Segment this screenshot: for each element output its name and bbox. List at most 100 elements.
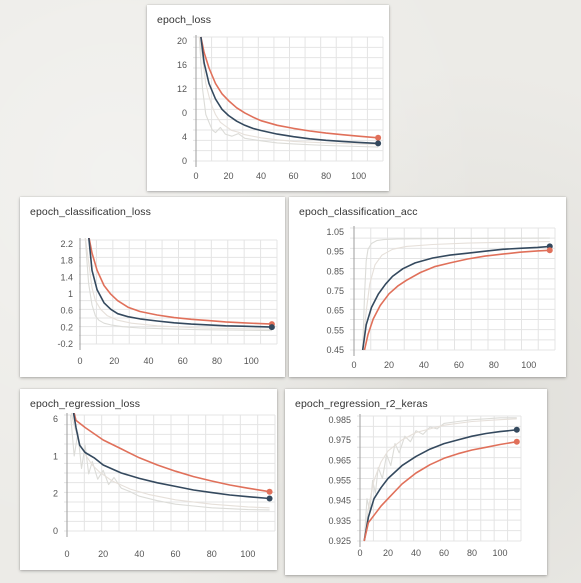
series-line-raw <box>198 36 379 148</box>
y-tick-label: 1.8 <box>60 256 73 266</box>
series-endpoint-dot <box>546 247 553 254</box>
series-line-smoothed <box>88 238 272 328</box>
y-tick-label: 1.4 <box>60 272 73 282</box>
y-tick-label: 0.2 <box>60 322 73 332</box>
series-endpoint-dot <box>513 438 520 445</box>
x-tick-label: 40 <box>256 171 266 181</box>
x-tick-label: 40 <box>411 548 421 558</box>
x-tick-label: 60 <box>454 360 464 370</box>
x-tick-label: 20 <box>98 549 108 559</box>
x-tick-label: 0 <box>193 171 198 181</box>
y-tick-label: 2.2 <box>60 239 73 249</box>
x-tick-label: 80 <box>489 360 499 370</box>
y-tick-label: 2 <box>53 489 58 499</box>
series-endpoint-dot <box>268 324 275 331</box>
chart-title: epoch_regression_r2_keras <box>295 398 428 410</box>
y-tick-label: 0.945 <box>328 496 351 506</box>
x-tick-label: 0 <box>357 548 362 558</box>
chart-card-epoch-loss: epoch_loss 20 16 12 0 4 0 0 20 40 60 80 100 <box>147 5 389 191</box>
series-line-raw <box>70 414 270 511</box>
chart-epoch-regression-r2-keras: 0.985 0.975 0.965 0.955 0.945 0.935 0.925 0 20 40… <box>328 414 522 558</box>
series-line-smoothed <box>363 429 517 542</box>
y-tick-label: 0.45 <box>326 345 344 355</box>
y-tick-label: 12 <box>177 84 187 94</box>
x-tick-label: 20 <box>109 356 119 366</box>
y-tick-label: 6 <box>53 414 58 424</box>
y-tick-label: 0.975 <box>328 435 351 445</box>
y-tick-label: 0.965 <box>328 455 351 465</box>
y-tick-label: 0.55 <box>326 325 344 335</box>
chart-card-epoch-regression-r2-keras: epoch_regression_r2_keras 0.985 0.975 0.96… <box>285 389 547 575</box>
x-tick-label: 60 <box>178 356 188 366</box>
y-tick-label: 0 <box>53 526 58 536</box>
x-tick-label: 100 <box>492 548 507 558</box>
series-line-raw <box>84 238 272 332</box>
chart-epoch-classification-loss: 2.2 1.8 1.4 1 0.6 0.2 -0.2 0 20 40 60 80 100 <box>57 238 278 366</box>
series-endpoint-dot <box>266 488 273 495</box>
x-tick-label: 100 <box>244 356 259 366</box>
series-line-raw <box>362 241 550 351</box>
y-tick-label: 0.925 <box>328 536 351 546</box>
y-tick-label: 20 <box>177 36 187 46</box>
gridlines <box>193 36 384 162</box>
y-tick-label: 1.05 <box>326 227 344 237</box>
series-line-smoothed <box>88 238 272 325</box>
chart-title: epoch_classification_acc <box>299 206 418 218</box>
series-line-smoothed <box>200 36 379 139</box>
y-tick-label: 0.985 <box>328 415 351 425</box>
chart-title: epoch_loss <box>157 14 212 26</box>
y-tick-label: 1 <box>53 451 58 461</box>
y-tick-label: 16 <box>177 60 187 70</box>
series-line-raw <box>198 36 379 146</box>
x-tick-label: 80 <box>321 171 331 181</box>
series-line-raw <box>363 418 517 542</box>
chart-card-epoch-classification-acc: epoch_classification_acc 1.05 0.95 0.85 0.7… <box>289 197 566 377</box>
y-tick-label: 0.65 <box>326 306 344 316</box>
y-tick-label: 0.85 <box>326 266 344 276</box>
chart-card-epoch-classification-loss: epoch_classification_loss 2.2 1.8 1.4 1 0.6 0… <box>20 197 285 377</box>
series-line-raw <box>362 237 550 351</box>
y-tick-label: 0.95 <box>326 247 344 257</box>
gridlines <box>64 414 276 532</box>
series-line-smoothed <box>363 249 550 351</box>
gridlines <box>350 227 556 351</box>
x-tick-label: 60 <box>171 549 181 559</box>
x-tick-label: 60 <box>289 171 299 181</box>
y-tick-label: 0 <box>182 108 187 118</box>
y-tick-label: 0.935 <box>328 516 351 526</box>
x-tick-label: 80 <box>207 549 217 559</box>
series-line-raw <box>84 238 272 330</box>
series-line-smoothed <box>363 440 517 542</box>
y-tick-label: 0.6 <box>60 306 73 316</box>
series-line-smoothed <box>361 245 550 351</box>
x-tick-label: 80 <box>467 548 477 558</box>
x-tick-label: 80 <box>212 356 222 366</box>
series-endpoint-dot <box>375 134 382 141</box>
y-tick-label: 0 <box>182 156 187 166</box>
x-tick-label: 40 <box>419 360 429 370</box>
x-tick-label: 60 <box>439 548 449 558</box>
x-tick-label: 40 <box>144 356 154 366</box>
series-line-smoothed <box>72 413 270 500</box>
series-endpoint-dot <box>513 426 520 433</box>
chart-title: epoch_regression_loss <box>30 398 141 410</box>
series-endpoint-dot <box>375 140 382 147</box>
chart-epoch-classification-acc: 1.05 0.95 0.85 0.75 0.65 0.55 0.45 0 20 40 60 80 100 <box>326 226 556 370</box>
x-tick-label: 0 <box>77 356 82 366</box>
y-tick-label: 0.955 <box>328 476 351 486</box>
series-line-smoothed <box>73 413 270 493</box>
x-tick-label: 0 <box>64 549 69 559</box>
series-endpoint-dot <box>266 495 273 502</box>
x-tick-label: 20 <box>384 360 394 370</box>
x-tick-label: 40 <box>134 549 144 559</box>
gridlines <box>357 415 522 542</box>
x-tick-label: 100 <box>240 549 255 559</box>
y-tick-label: 0.75 <box>326 286 344 296</box>
y-tick-label: 4 <box>182 132 187 142</box>
x-tick-label: 20 <box>383 548 393 558</box>
series-line-smoothed <box>200 36 379 145</box>
y-tick-label: -0.2 <box>57 339 73 349</box>
series-line-raw <box>363 417 517 542</box>
